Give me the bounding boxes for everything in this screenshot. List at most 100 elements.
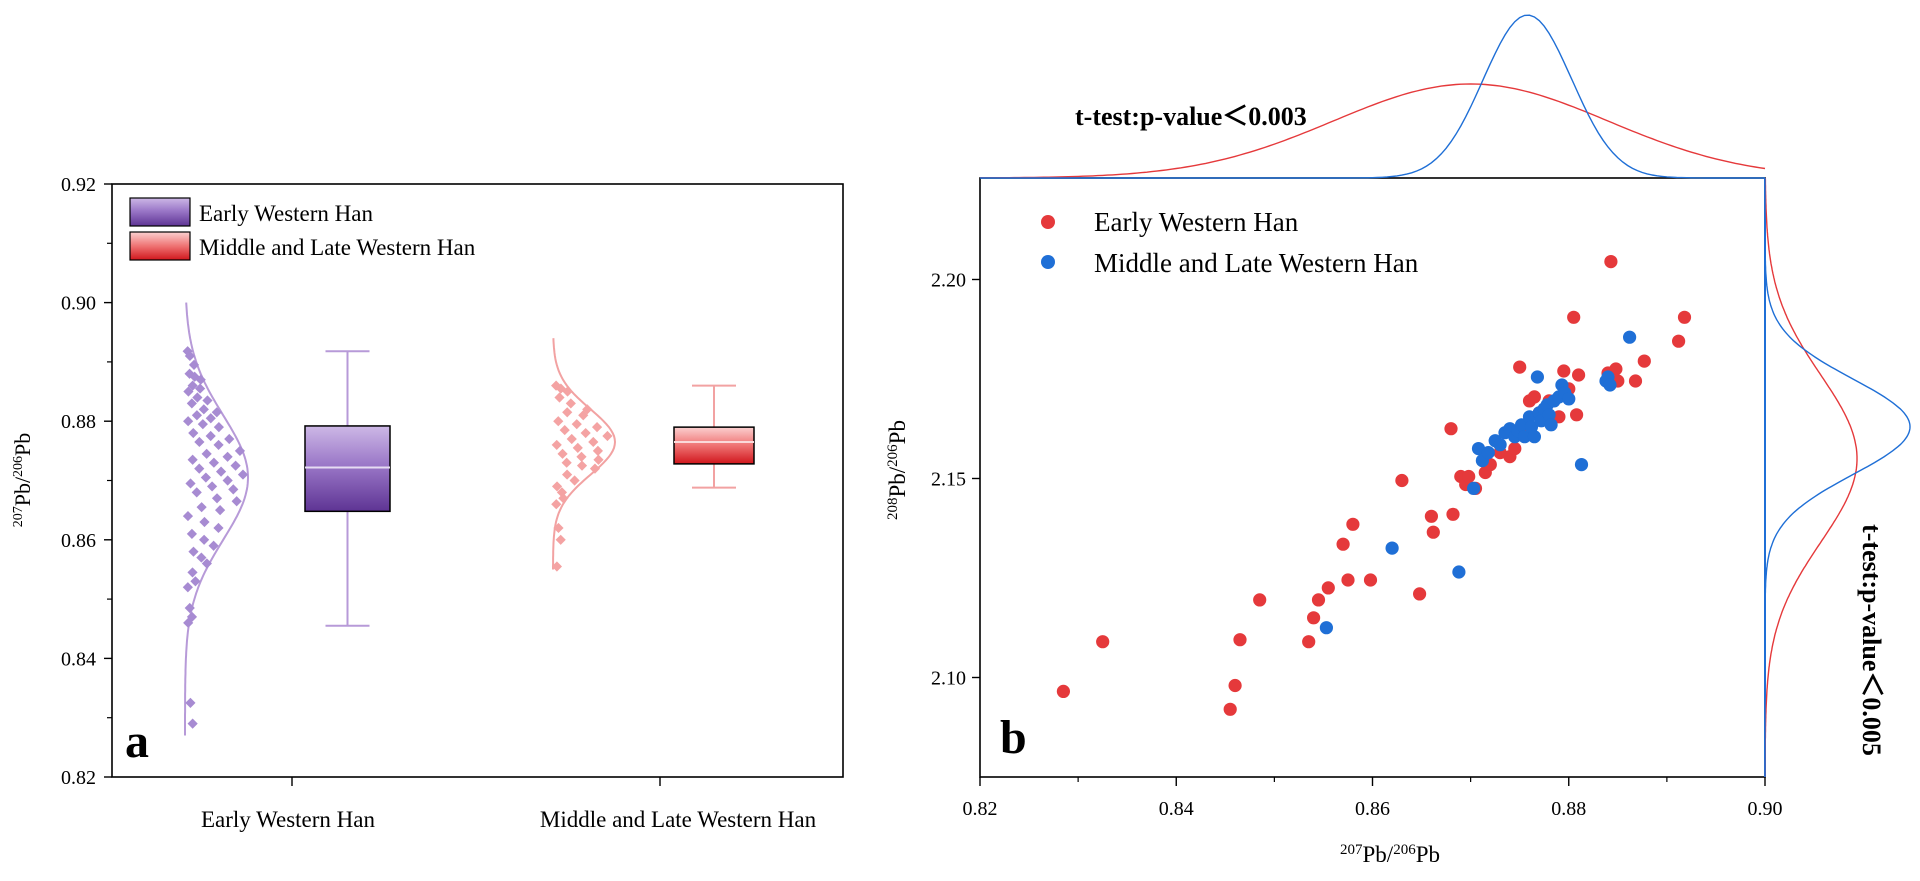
data-point [234,445,246,456]
data-point [572,442,583,453]
data-point [191,410,203,421]
data-point [215,466,227,477]
data-point [553,522,564,534]
scatter-point [1446,507,1460,521]
scatter-point [1385,541,1399,555]
legend-marker-early [1041,215,1055,229]
x-tick-label: 0.82 [963,798,998,820]
data-point [589,463,601,474]
data-point [592,445,604,456]
scatter-point [1557,364,1571,378]
data-point [182,582,193,593]
panel-b-points [1056,255,1692,716]
scatter-point [1672,334,1686,348]
scatter-point [1493,438,1507,452]
data-point [576,451,587,462]
right-marginal-curve [1764,177,1858,777]
data-point [561,457,572,468]
annotation-ttest-right: t-test:p-value＜0.005 [1857,524,1886,756]
data-point [571,419,582,430]
scatter-point [1524,420,1539,434]
scatter-point [1426,525,1440,539]
data-point [566,433,577,445]
data-point [593,454,604,465]
scatter-point [1056,684,1070,699]
scatter-point [1467,481,1481,495]
scatter-point [1544,418,1558,432]
data-point [202,395,213,406]
box [304,425,391,513]
x-tick-label: 0.86 [1355,798,1390,820]
data-point [184,602,195,614]
scatter-point [1518,430,1532,444]
scatter-point [1628,374,1643,388]
scatter-point [1530,370,1544,384]
data-point [576,460,588,471]
panel-a-frame [111,183,844,778]
data-point [580,427,591,439]
data-point [222,451,233,462]
scatter-point [1341,573,1355,587]
legend-label-middle-late-b: Middle and Late Western Han [1094,248,1419,278]
y-tick-label: 0.92 [61,174,96,196]
scatter-point [1233,633,1247,647]
data-point [237,469,249,480]
density-curve-1 [552,338,617,570]
scatter-point [1567,310,1581,324]
legend-label-middle-late: Middle and Late Western Han [199,235,476,260]
top-marginal-curve [980,14,1765,179]
data-point [211,493,223,504]
data-point [186,528,198,539]
data-point [588,436,599,448]
data-point [185,697,196,708]
data-point [213,422,224,433]
y-tick-label: 0.88 [61,411,96,433]
data-point [188,546,199,557]
panel-a: 0.82 0.84 0.86 0.88 0.90 0.92 207Pb/206Pb Ear… [10,174,844,832]
panel-b-top-marginal [980,14,1766,179]
data-point [554,392,565,403]
data-point [208,457,219,468]
data-point [200,472,211,483]
data-point [192,392,203,403]
scatter-point [1572,368,1586,382]
scatter-point [1452,565,1466,579]
data-point [224,433,235,445]
data-point [558,493,569,504]
scatter-point [1444,422,1458,436]
scatter-point [1321,581,1335,595]
data-point [198,404,209,415]
panel-b-legend: Early Western Han Middle and Late Wester… [1041,207,1419,278]
panel-a-y-ticks: 0.82 0.84 0.86 0.88 0.90 0.92 [61,174,112,789]
legend-swatch-early [129,197,191,227]
scatter-point [1228,678,1242,693]
scatter-point [1677,310,1692,324]
panel-b: 2.10 2.15 2.20 0.82 0.84 0.86 0.88 0.90 207Pb/… [885,14,1911,867]
scatter-point [1508,442,1522,456]
y-tick-label: 2.20 [931,269,966,291]
density-curve-0 [184,302,250,736]
data-point [205,413,216,424]
data-point [569,475,580,486]
y-tick-label: 0.82 [61,767,96,789]
data-point [562,407,573,418]
data-point [551,481,563,492]
data-point [183,386,194,397]
y-tick-label: 2.15 [931,468,966,490]
scatter-point [1603,378,1617,392]
scatter-point [1604,255,1618,269]
legend-marker-middle-late [1041,255,1055,269]
panel-a-legend: Early Western Han Middle and Late Wester… [129,197,476,261]
data-point [201,448,212,459]
data-point [557,448,568,459]
data-point [551,499,562,510]
right-marginal-curve [1764,178,1911,777]
data-point [194,463,205,474]
scatter-point [1223,702,1237,716]
data-point [602,430,613,442]
x-tick-label: 0.88 [1551,798,1586,820]
panel-b-y-axis-label: 208Pb/206Pb [885,420,910,520]
scatter-point [1336,537,1350,551]
panel-a-points [182,346,613,729]
data-point [197,419,208,430]
